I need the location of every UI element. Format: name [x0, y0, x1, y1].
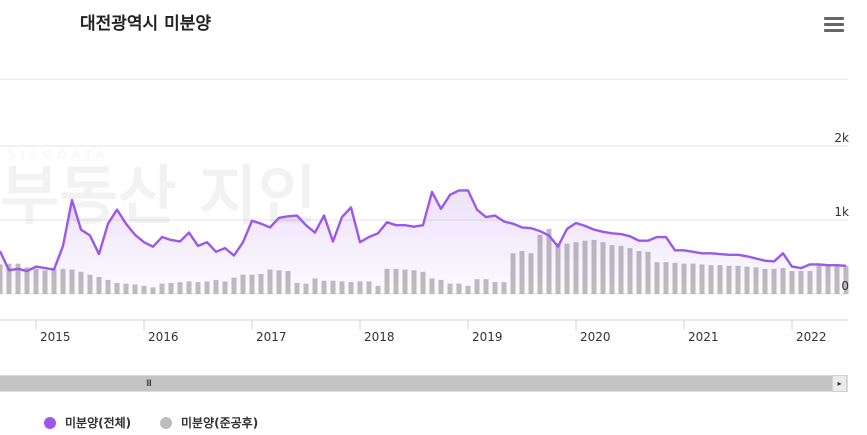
- watermark: SISODATA 부동산 지인: [0, 148, 317, 234]
- legend-dot-total: [44, 416, 56, 429]
- legend-item-total[interactable]: 미분양(전체): [44, 414, 131, 431]
- chart-title: 대전광역시 미분양: [80, 14, 212, 34]
- area-fill-total: [0, 190, 846, 294]
- y-tick-label: 2k: [834, 131, 849, 145]
- x-tick-label: 2017: [256, 330, 287, 344]
- line-total: [0, 189, 847, 273]
- scrollbar-thumb[interactable]: [0, 376, 832, 391]
- hamburger-icon[interactable]: [824, 17, 844, 35]
- chart-plot: SISODATA 부동산 지인 0 1k 2k 2015 2016 2017 2018 201…: [0, 78, 849, 344]
- legend-label-total: 미분양(전체): [65, 416, 132, 430]
- x-tick-label: 2019: [472, 330, 503, 344]
- watermark-sub: SISODATA: [8, 148, 110, 161]
- scroll-right-arrow-icon[interactable]: ▸: [832, 375, 847, 392]
- x-tick-label: 2022: [796, 330, 827, 344]
- x-tick-label: 2021: [688, 330, 719, 344]
- x-tick-label: 2020: [580, 330, 611, 344]
- legend-label-completed: 미분양(준공후): [181, 416, 259, 430]
- x-tick-label: 2016: [148, 330, 179, 344]
- area-series-total: [0, 189, 847, 294]
- axes: 0 1k 2k 2015 2016 2017 2018 2019 2020 2021 2022: [0, 131, 849, 344]
- scrollbar-grip: III: [146, 379, 152, 389]
- watermark-main: 부동산 지인: [0, 160, 317, 234]
- y-tick-label: 0: [841, 279, 849, 293]
- y-tick-label: 1k: [834, 205, 849, 219]
- x-tick-label: 2015: [40, 330, 71, 344]
- legend-item-completed[interactable]: 미분양(준공후): [160, 414, 258, 431]
- x-tick-label: 2018: [364, 330, 395, 344]
- legend-dot-completed: [160, 416, 172, 429]
